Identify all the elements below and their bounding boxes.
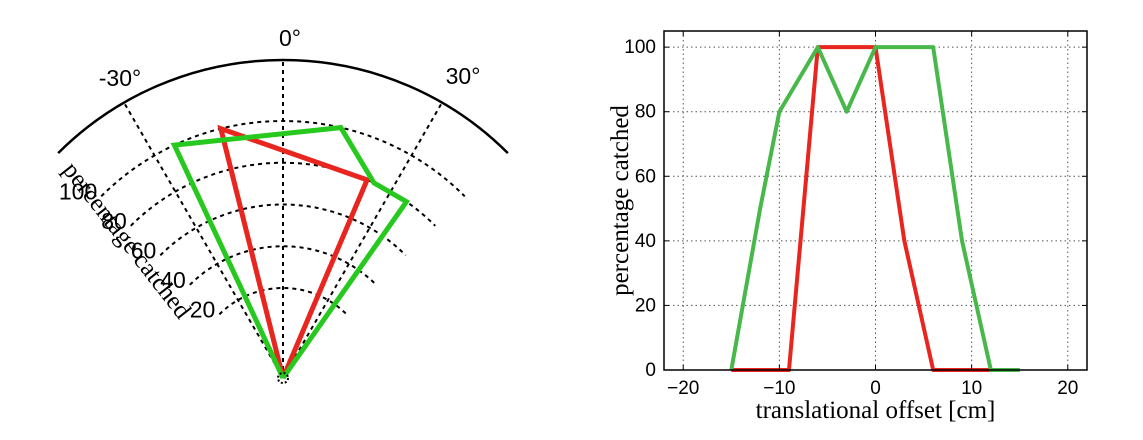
polar-origin-marker [277, 372, 289, 384]
line-chart-ticks: −20 −10 0 10 20 0 20 40 60 80 100 [624, 31, 1087, 399]
x-tick-label: −10 [763, 378, 795, 399]
line-chart-grid [664, 31, 1087, 371]
polar-radial-tick-label: 80 [101, 208, 127, 234]
polar-grid-arc [218, 287, 348, 316]
polar-angle-label: -30° [99, 65, 141, 91]
polar-radial-tick-label: 40 [160, 267, 186, 293]
y-tick-label: 20 [635, 295, 656, 316]
polar-radial-tick-label: 20 [190, 296, 216, 322]
polar-series-line-1 [170, 124, 411, 380]
line-series-0 [731, 45, 1020, 372]
y-tick-label: 80 [635, 102, 656, 123]
polar-grid-arc [159, 203, 407, 257]
y-axis-label: percentage catched [607, 105, 634, 296]
polar-angle-label: 30° [446, 63, 481, 89]
x-tick-label: 20 [1057, 378, 1078, 399]
polar-series [170, 124, 411, 380]
line-chart-series [729, 45, 1020, 372]
x-tick-label: −20 [667, 378, 699, 399]
line-series-1 [729, 45, 1020, 372]
polar-grid-spoke [282, 102, 443, 379]
polar-angle-label: 0° [279, 25, 301, 51]
polar-series-line-0 [217, 124, 371, 379]
polar-outer-arc [57, 58, 509, 155]
x-axis-label: translational offset [cm] [756, 397, 996, 424]
y-tick-label: 60 [635, 166, 656, 187]
y-tick-label: 40 [635, 231, 656, 252]
y-tick-label: 0 [645, 360, 656, 381]
y-tick-label: 100 [624, 37, 656, 58]
polar-grid-spoke [123, 102, 284, 379]
polar-radial-tick-label: 60 [131, 237, 157, 263]
polar-grid-arc [189, 245, 377, 286]
polar-radial-tick-label: 100 [59, 178, 97, 204]
x-tick-label: 0 [870, 378, 881, 399]
x-tick-label: 10 [961, 378, 982, 399]
